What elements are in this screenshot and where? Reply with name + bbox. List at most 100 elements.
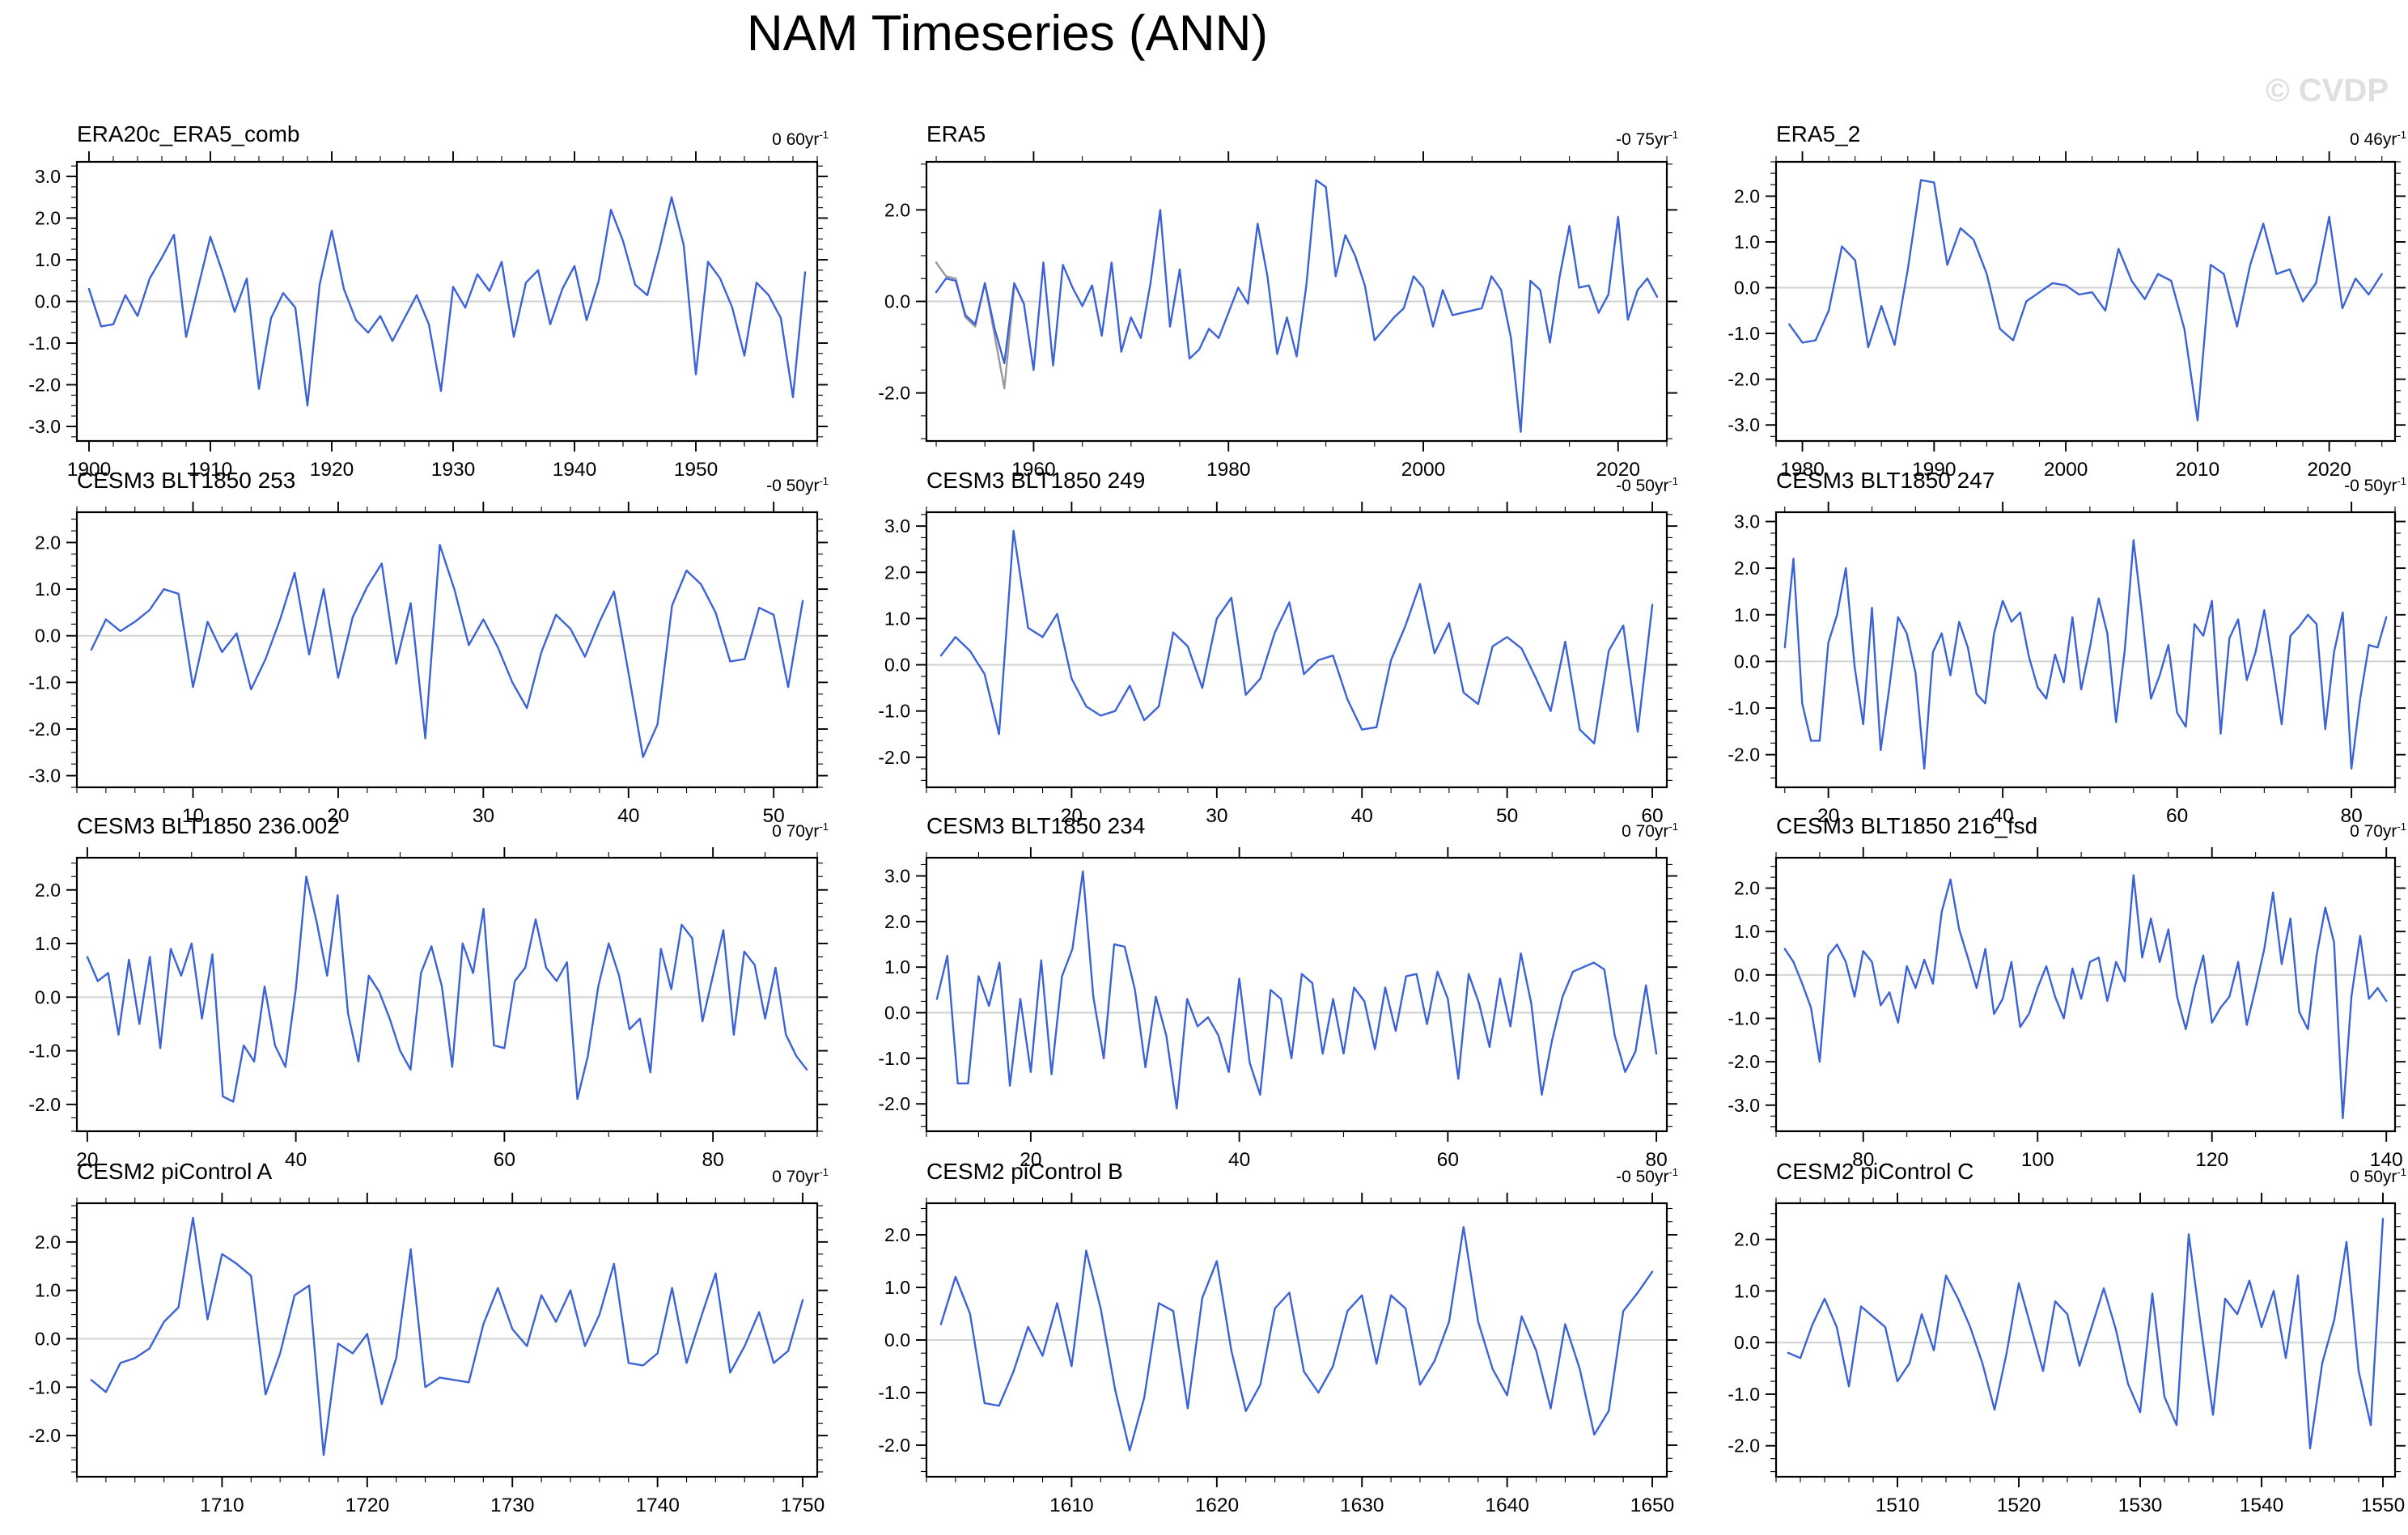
timeseries-panel: CESM3 BLT1850 253 -0 50yr-1 2.0 1.0 0.0 -1.… [14, 468, 830, 847]
panel-trend-label: -0 75yr-1 [1616, 129, 1678, 149]
series-line [939, 529, 1654, 744]
plot-box [925, 511, 1668, 789]
axis-labels: 3.0 2.0 1.0 0.0 -1.0 -2.0 20 30 40 50 60 [878, 515, 1663, 827]
svg-text:-2.0: -2.0 [878, 1093, 910, 1114]
svg-text:-1.0: -1.0 [28, 672, 61, 693]
timeseries-plot: 2.0 1.0 0.0 -1.0 -2.0 1710 1720 1730 1740 1750 [28, 1193, 828, 1516]
svg-text:2.0: 2.0 [1734, 1229, 1760, 1250]
svg-text:1.0: 1.0 [35, 933, 61, 954]
svg-text:-2.0: -2.0 [28, 719, 61, 740]
svg-text:60: 60 [1437, 1149, 1459, 1171]
svg-text:2.0: 2.0 [1734, 558, 1760, 579]
axis-ticks [916, 502, 1677, 798]
svg-text:1630: 1630 [1340, 1495, 1384, 1516]
plot-box [75, 856, 819, 1133]
svg-text:1.0: 1.0 [884, 608, 910, 629]
axis-ticks [1766, 847, 2406, 1142]
axis-labels: 2.0 0.0 -2.0 1960 1980 2000 2020 [878, 199, 1640, 481]
svg-text:2020: 2020 [2307, 459, 2351, 481]
svg-text:-2.0: -2.0 [878, 747, 910, 768]
svg-text:1.0: 1.0 [35, 249, 61, 270]
series-line [90, 1216, 804, 1457]
svg-text:-1.0: -1.0 [28, 1376, 61, 1397]
svg-text:-2.0: -2.0 [1728, 1051, 1760, 1072]
svg-text:2.0: 2.0 [1734, 878, 1760, 899]
svg-text:3.0: 3.0 [884, 515, 910, 536]
panel-title: ERA20c_ERA5_comb [77, 121, 300, 146]
svg-text:-2.0: -2.0 [28, 1425, 61, 1446]
svg-text:1.0: 1.0 [1734, 231, 1760, 252]
panel-title: CESM2 piControl C [1776, 1159, 1974, 1184]
svg-text:1930: 1930 [431, 459, 476, 481]
svg-text:1610: 1610 [1049, 1495, 1094, 1516]
svg-text:1720: 1720 [346, 1495, 390, 1516]
panel-title: CESM2 piControl B [926, 1159, 1123, 1184]
panel-trend-label: 0 60yr-1 [772, 129, 829, 149]
timeseries-panel: CESM2 piControl B -0 50yr-1 2.0 1.0 0.0 -1.… [863, 1159, 1680, 1535]
axis-labels: 3.0 2.0 1.0 0.0 -1.0 -2.0 -3.0 1900 1910 1920 1930… [28, 166, 718, 481]
plot-box [1774, 856, 2397, 1133]
svg-text:-2.0: -2.0 [878, 1435, 910, 1456]
svg-text:1530: 1530 [2118, 1495, 2163, 1516]
series-line [1783, 874, 2388, 1120]
svg-text:-1.0: -1.0 [1728, 323, 1760, 344]
timeseries-plot: 2.0 0.0 -2.0 1960 1980 2000 2020 [878, 151, 1677, 481]
svg-text:0.0: 0.0 [35, 291, 61, 312]
svg-text:2010: 2010 [2176, 459, 2220, 481]
svg-text:1.0: 1.0 [884, 1277, 910, 1298]
svg-text:1990: 1990 [1912, 459, 1956, 481]
svg-text:40: 40 [1992, 805, 2014, 827]
svg-text:50: 50 [1496, 805, 1518, 827]
svg-text:2.0: 2.0 [1734, 185, 1760, 206]
svg-text:-3.0: -3.0 [28, 765, 61, 787]
svg-text:1620: 1620 [1195, 1495, 1240, 1516]
svg-text:-3.0: -3.0 [1728, 414, 1760, 435]
axis-labels: 3.0 2.0 1.0 0.0 -1.0 -2.0 20 40 60 80 [878, 866, 1667, 1171]
timeseries-panel: CESM3 BLT1850 249 -0 50yr-1 3.0 2.0 1.0 0.0… [863, 468, 1680, 847]
timeseries-plot: 3.0 2.0 1.0 0.0 -1.0 -2.0 20 30 40 50 60 [878, 502, 1677, 827]
svg-text:80: 80 [2340, 805, 2362, 827]
svg-text:0.0: 0.0 [1734, 1332, 1760, 1353]
timeseries-panel: ERA20c_ERA5_comb 0 60yr-1 3.0 2.0 1.0 0.0 -1… [14, 121, 830, 501]
panel-trend-label: -0 50yr-1 [1616, 475, 1678, 495]
svg-text:120: 120 [2195, 1149, 2228, 1171]
svg-text:1960: 1960 [1011, 459, 1056, 481]
svg-text:1910: 1910 [189, 459, 233, 481]
svg-text:1710: 1710 [200, 1495, 244, 1516]
svg-text:40: 40 [285, 1149, 307, 1171]
svg-text:2.0: 2.0 [35, 532, 61, 553]
svg-text:0.0: 0.0 [1734, 278, 1760, 299]
svg-text:0.0: 0.0 [35, 986, 61, 1007]
timeseries-panel: CESM2 piControl A 0 70yr-1 2.0 1.0 0.0 -1.0… [14, 1159, 830, 1535]
svg-text:2.0: 2.0 [884, 199, 910, 220]
timeseries-panel: CESM3 BLT1850 234 0 70yr-1 3.0 2.0 1.0 0.0 -… [863, 813, 1680, 1191]
page-title: NAM Timeseries (ANN) [746, 6, 1269, 61]
svg-text:-2.0: -2.0 [1728, 369, 1760, 390]
axis-ticks [916, 151, 1677, 452]
svg-text:1.0: 1.0 [1734, 1280, 1760, 1301]
svg-text:-1.0: -1.0 [878, 1382, 910, 1403]
panel-title: CESM3 BLT1850 234 [926, 813, 1146, 838]
svg-text:1740: 1740 [635, 1495, 680, 1516]
svg-text:1520: 1520 [1997, 1495, 2041, 1516]
svg-text:1750: 1750 [781, 1495, 825, 1516]
timeseries-panel: CESM3 BLT1850 216_fsd 0 70yr-1 2.0 1.0 0.0… [1713, 813, 2408, 1191]
svg-text:20: 20 [1020, 1149, 1041, 1171]
svg-text:40: 40 [617, 805, 639, 827]
axis-labels: 2.0 1.0 0.0 -1.0 -2.0 1510 1520 1530 1540 1550 [1728, 1229, 2405, 1516]
svg-text:1900: 1900 [67, 459, 112, 481]
svg-text:2.0: 2.0 [884, 562, 910, 583]
panel-title: ERA5 [926, 121, 986, 146]
timeseries-plot: 3.0 2.0 1.0 0.0 -1.0 -2.0 20 40 60 80 [878, 847, 1677, 1171]
svg-text:-3.0: -3.0 [28, 416, 61, 437]
series-line [935, 870, 1658, 1109]
svg-text:-1.0: -1.0 [878, 701, 910, 722]
svg-text:0.0: 0.0 [35, 1329, 61, 1350]
timeseries-plot: 3.0 2.0 1.0 0.0 -1.0 -2.0 -3.0 1900 1910 1920 1930… [28, 151, 828, 481]
series-line [1787, 1217, 2385, 1450]
svg-text:-1.0: -1.0 [1728, 698, 1760, 719]
svg-text:80: 80 [1645, 1149, 1667, 1171]
svg-text:2000: 2000 [2044, 459, 2088, 481]
plot-box [75, 511, 819, 789]
